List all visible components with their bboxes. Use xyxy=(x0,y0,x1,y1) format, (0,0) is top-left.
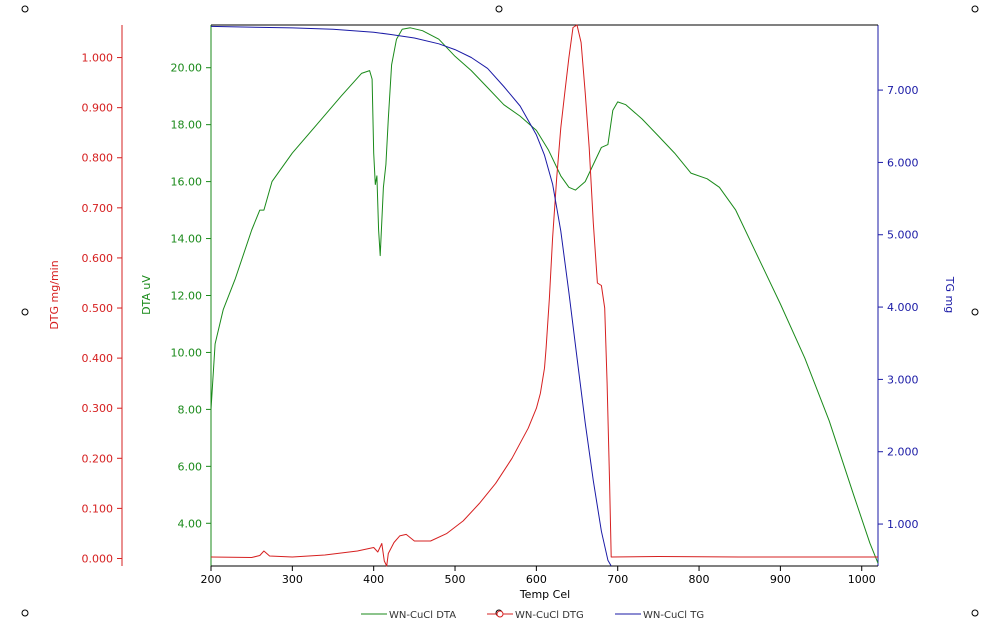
x-tick-label: 700 xyxy=(607,573,628,586)
dta-tick-label: 14.00 xyxy=(171,233,203,246)
x-tick-label: 200 xyxy=(201,573,222,586)
dta-axis: 4.00 6.00 8.00 10.00 12.00 14.00 16.00 18.00 20.… xyxy=(140,25,212,566)
selection-handles[interactable] xyxy=(21,5,979,617)
x-axis-label: Temp Cel xyxy=(519,588,570,601)
dtg-tick-label: 1.000 xyxy=(82,52,114,65)
resize-handle[interactable] xyxy=(21,609,29,617)
dtg-tick-label: 0.400 xyxy=(82,352,114,365)
dtg-tick-label: 0.900 xyxy=(82,102,114,115)
resize-handle[interactable] xyxy=(971,308,979,316)
x-tick-label: 1000 xyxy=(848,573,876,586)
resize-handle[interactable] xyxy=(971,5,979,13)
tg-tick-label: 2.000 xyxy=(887,446,919,459)
resize-handle[interactable] xyxy=(495,5,503,13)
dtg-tick-label: 0.100 xyxy=(82,502,114,515)
dta-tick-label: 6.00 xyxy=(178,460,203,473)
dtg-tick-label: 0.600 xyxy=(82,252,114,265)
dta-tick-label: 16.00 xyxy=(171,176,203,189)
tg-axis: 1.000 2.000 3.000 4.000 5.000 6.000 7.000 TG m… xyxy=(877,25,956,566)
dta-tick-label: 20.00 xyxy=(171,62,203,75)
dta-tick-label: 10.00 xyxy=(171,346,203,359)
dtg-tick-label: 0.500 xyxy=(82,302,114,315)
x-axis: 200 300 400 500 600 700 800 900 1000 Temp Cel xyxy=(201,565,878,601)
legend-marker xyxy=(496,610,504,618)
dta-axis-label: DTA uV xyxy=(140,275,153,315)
x-tick-label: 400 xyxy=(363,573,384,586)
tg-tick-label: 5.000 xyxy=(887,229,919,242)
x-tick-label: 900 xyxy=(770,573,791,586)
tg-tick-label: 7.000 xyxy=(887,84,919,97)
dta-tick-label: 8.00 xyxy=(178,403,203,416)
tg-tick-label: 4.000 xyxy=(887,301,919,314)
legend-entry: WN-CuCl DTA xyxy=(389,610,456,621)
dta-tick-label: 18.00 xyxy=(171,119,203,132)
x-tick-label: 800 xyxy=(689,573,710,586)
dtg-tick-label: 0.800 xyxy=(82,152,114,165)
dta-series-line xyxy=(210,27,879,564)
dtg-series-line xyxy=(210,24,878,567)
resize-handle[interactable] xyxy=(971,609,979,617)
legend-entry: WN-CuCl TG xyxy=(643,610,704,621)
tg-axis-label: TG mg xyxy=(943,276,956,313)
legend-entry: WN-CuCl DTG xyxy=(515,610,584,621)
x-tick-label: 600 xyxy=(526,573,547,586)
dtg-tick-label: 0.200 xyxy=(82,452,114,465)
plot-area xyxy=(210,24,879,567)
dtg-tick-label: 0.000 xyxy=(82,552,114,565)
x-tick-label: 300 xyxy=(282,573,303,586)
dtg-tick-label: 0.700 xyxy=(82,202,114,215)
tg-tick-label: 3.000 xyxy=(887,373,919,386)
tg-series-line xyxy=(210,25,612,567)
dta-tick-label: 4.00 xyxy=(178,517,203,530)
tg-tick-label: 6.000 xyxy=(887,156,919,169)
resize-handle[interactable] xyxy=(21,308,29,316)
dta-tick-label: 12.00 xyxy=(171,290,203,303)
legend: WN-CuCl DTA WN-CuCl DTG WN-CuCl TG xyxy=(361,610,704,621)
dtg-axis: 0.000 0.100 0.200 0.300 0.400 0.500 0.600 0.700… xyxy=(48,25,123,566)
dtg-axis-label: DTG mg/min xyxy=(48,260,61,329)
dtg-tick-label: 0.300 xyxy=(82,402,114,415)
x-tick-label: 500 xyxy=(445,573,466,586)
tg-tick-label: 1.000 xyxy=(887,518,919,531)
resize-handle[interactable] xyxy=(21,5,29,13)
